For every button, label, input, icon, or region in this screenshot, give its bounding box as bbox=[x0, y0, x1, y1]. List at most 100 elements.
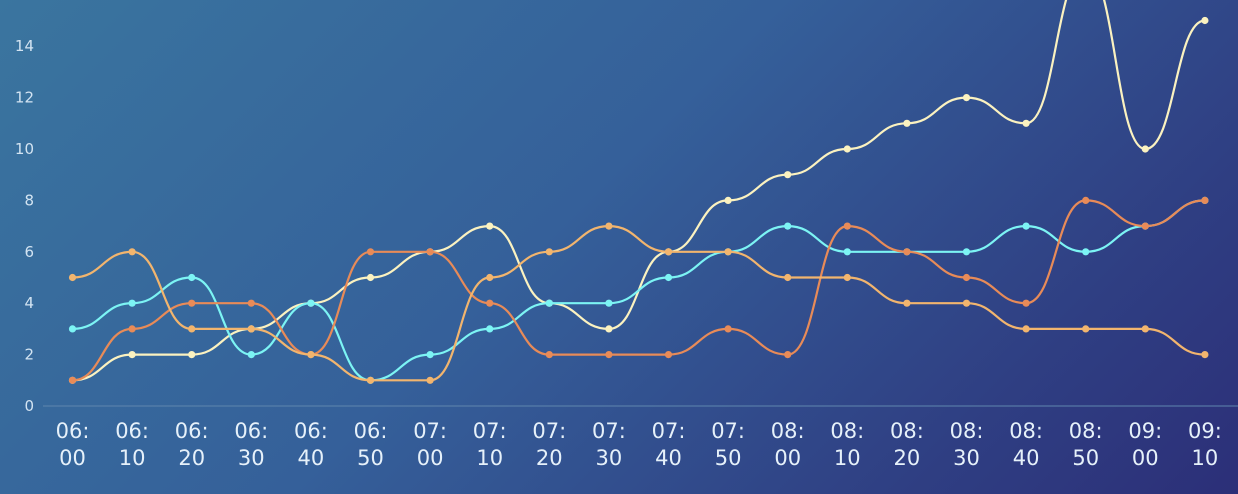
data-point bbox=[1022, 299, 1030, 307]
data-point bbox=[843, 222, 851, 230]
x-axis: 06: 00 06: 10 06: 20 06: 30 06: 40 06: 50 07: 00 07: 10… bbox=[56, 419, 1222, 470]
x-tick-label: 07: 50 bbox=[711, 419, 745, 470]
y-tick-label: 2 bbox=[24, 346, 34, 364]
data-point bbox=[366, 248, 375, 256]
data-point bbox=[664, 248, 673, 256]
x-tick-label: 08: 10 bbox=[830, 419, 864, 470]
series-4 bbox=[68, 222, 1209, 384]
data-point bbox=[605, 325, 613, 333]
data-point bbox=[784, 273, 792, 282]
data-point bbox=[486, 222, 494, 230]
data-point bbox=[188, 299, 196, 307]
y-tick-label: 0 bbox=[24, 397, 34, 415]
data-point bbox=[962, 273, 971, 282]
data-point bbox=[843, 248, 851, 256]
x-tick-label: 06: 30 bbox=[234, 419, 268, 470]
x-tick-label: 07: 20 bbox=[532, 419, 566, 470]
x-tick-label: 06: 10 bbox=[115, 419, 149, 470]
data-point bbox=[1022, 222, 1030, 230]
series-3 bbox=[68, 196, 1209, 384]
data-point bbox=[128, 248, 136, 256]
data-point bbox=[545, 248, 553, 256]
data-point bbox=[784, 351, 792, 359]
y-tick-label: 8 bbox=[24, 191, 34, 209]
data-point bbox=[426, 248, 434, 256]
y-tick-label: 6 bbox=[24, 243, 34, 261]
x-tick-label: 08: 40 bbox=[1009, 419, 1043, 470]
data-point bbox=[426, 351, 434, 359]
series-group bbox=[68, 0, 1209, 384]
data-point bbox=[664, 351, 673, 359]
x-tick-label: 07: 40 bbox=[652, 419, 686, 470]
x-tick-label: 08: 30 bbox=[950, 419, 984, 470]
data-point bbox=[366, 273, 375, 282]
data-point bbox=[724, 248, 732, 256]
x-tick-label: 09: 10 bbox=[1188, 419, 1222, 470]
data-point bbox=[426, 376, 434, 384]
x-tick-label: 06: 20 bbox=[175, 419, 209, 470]
series-1 bbox=[68, 0, 1209, 384]
y-tick-label: 4 bbox=[24, 294, 34, 312]
data-point bbox=[486, 325, 494, 333]
data-point bbox=[605, 299, 613, 307]
data-point bbox=[68, 273, 77, 282]
y-axis: 0 2 4 6 8 10 12 14 bbox=[15, 37, 34, 415]
x-tick-label: 06: 00 bbox=[56, 419, 90, 470]
data-point bbox=[247, 325, 255, 333]
data-point bbox=[188, 325, 196, 333]
data-point bbox=[1201, 351, 1209, 359]
data-point bbox=[784, 171, 792, 179]
data-point bbox=[843, 145, 851, 153]
x-tick-label: 08: 50 bbox=[1069, 419, 1103, 470]
data-point bbox=[1201, 16, 1209, 25]
data-point bbox=[307, 299, 315, 307]
x-tick-label: 08: 20 bbox=[890, 419, 924, 470]
data-point bbox=[1082, 248, 1090, 256]
data-point bbox=[545, 299, 553, 307]
data-point bbox=[903, 248, 911, 256]
data-point bbox=[962, 94, 971, 102]
data-point bbox=[128, 299, 136, 307]
data-point bbox=[68, 325, 77, 333]
data-point bbox=[605, 351, 613, 359]
data-point bbox=[1141, 325, 1149, 333]
data-point bbox=[366, 376, 375, 384]
x-tick-label: 06: 50 bbox=[354, 419, 388, 470]
data-point bbox=[843, 273, 851, 282]
data-point bbox=[247, 351, 255, 359]
data-point bbox=[545, 351, 553, 359]
data-point bbox=[724, 325, 732, 333]
data-point bbox=[1022, 325, 1030, 333]
data-point bbox=[486, 299, 494, 307]
y-tick-label: 10 bbox=[15, 140, 34, 158]
data-point bbox=[188, 273, 196, 282]
series-line bbox=[72, 199, 1205, 382]
data-point bbox=[784, 222, 792, 230]
data-point bbox=[68, 376, 77, 384]
data-point bbox=[962, 299, 971, 307]
data-point bbox=[1082, 325, 1090, 333]
data-point bbox=[1022, 119, 1030, 127]
y-tick-label: 14 bbox=[15, 37, 34, 55]
data-point bbox=[486, 273, 494, 282]
data-point bbox=[962, 248, 971, 256]
data-point bbox=[247, 299, 255, 307]
data-point bbox=[1082, 196, 1090, 204]
data-point bbox=[1201, 196, 1209, 204]
data-point bbox=[664, 273, 673, 282]
x-tick-label: 07: 00 bbox=[413, 419, 447, 470]
data-point bbox=[1141, 145, 1149, 153]
data-point bbox=[128, 325, 136, 333]
x-tick-label: 08: 00 bbox=[771, 419, 805, 470]
data-point bbox=[605, 222, 613, 230]
data-point bbox=[188, 351, 196, 359]
series-2 bbox=[68, 196, 1209, 384]
data-point bbox=[307, 351, 315, 359]
data-point bbox=[128, 351, 136, 359]
series-line bbox=[72, 0, 1206, 382]
x-tick-label: 06: 40 bbox=[294, 419, 328, 470]
data-point bbox=[1141, 222, 1149, 230]
y-tick-label: 12 bbox=[15, 89, 34, 107]
x-tick-label: 07: 10 bbox=[473, 419, 507, 470]
